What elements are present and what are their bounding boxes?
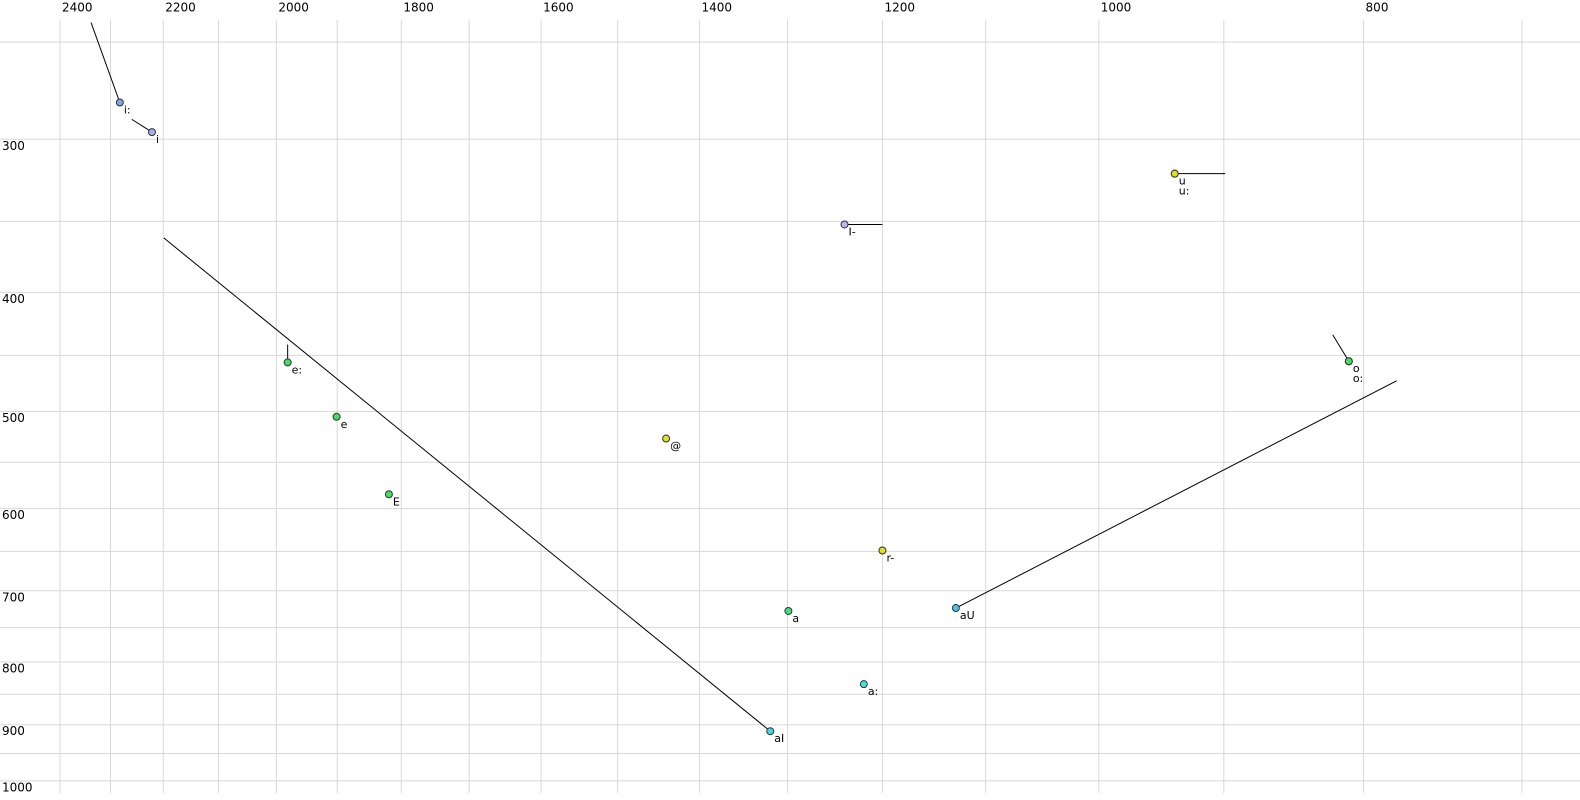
vowel-label: e [341,418,348,431]
vowel-label: a: [868,685,878,698]
vowel-label: @ [670,440,681,453]
vowel-label: i: [124,104,131,117]
y-tick-label: 500 [2,411,25,425]
vowel-point [332,412,341,421]
trajectory [955,380,1397,609]
y-tick-label: 300 [2,139,25,153]
vowel-point [840,220,849,229]
x-tick-label: 800 [1366,1,1389,15]
y-tick-label: 800 [2,661,25,675]
vowel-label: e: [292,363,302,376]
x-tick-label: 2400 [62,1,93,15]
vowel-point [283,358,292,367]
vowel-point [1344,357,1353,366]
vowel-label: I- [849,225,856,238]
vowel-label: u: [1179,185,1190,198]
vowel-label: o: [1353,372,1363,385]
vowel-point [384,490,393,499]
vowel-point [784,606,793,615]
x-tick-label: 1000 [1101,1,1132,15]
vowel-point [147,128,156,137]
vowel-point [662,434,671,443]
x-tick-label: 2200 [165,1,196,15]
x-tick-label: 1200 [884,1,915,15]
y-tick-label: 400 [2,292,25,306]
vowel-label: i [156,133,159,146]
trajectory [1332,334,1350,362]
vowel-label: aU [960,609,975,622]
vowel-label: a [792,612,799,625]
x-tick-label: 1600 [543,1,574,15]
vowel-label: aI [774,732,784,745]
x-tick-label: 2000 [278,1,309,15]
y-tick-label: 700 [2,590,25,604]
vowel-point [115,98,124,107]
x-tick-label: 1800 [403,1,434,15]
vowel-label: r- [886,551,894,564]
y-tick-label: 600 [2,508,25,522]
trajectory [90,22,121,103]
vowel-label: E [393,495,400,508]
trajectory [163,237,771,732]
vowel-point [766,727,775,736]
vowel-point [1170,169,1179,178]
vowel-point [951,604,960,613]
vowel-point [878,546,887,555]
y-tick-label: 1000 [2,780,33,794]
vowel-label: u [1179,175,1186,188]
x-tick-label: 1400 [702,1,733,15]
y-tick-label: 900 [2,724,25,738]
vowel-label: o [1353,362,1360,375]
vowel-point [859,680,868,689]
